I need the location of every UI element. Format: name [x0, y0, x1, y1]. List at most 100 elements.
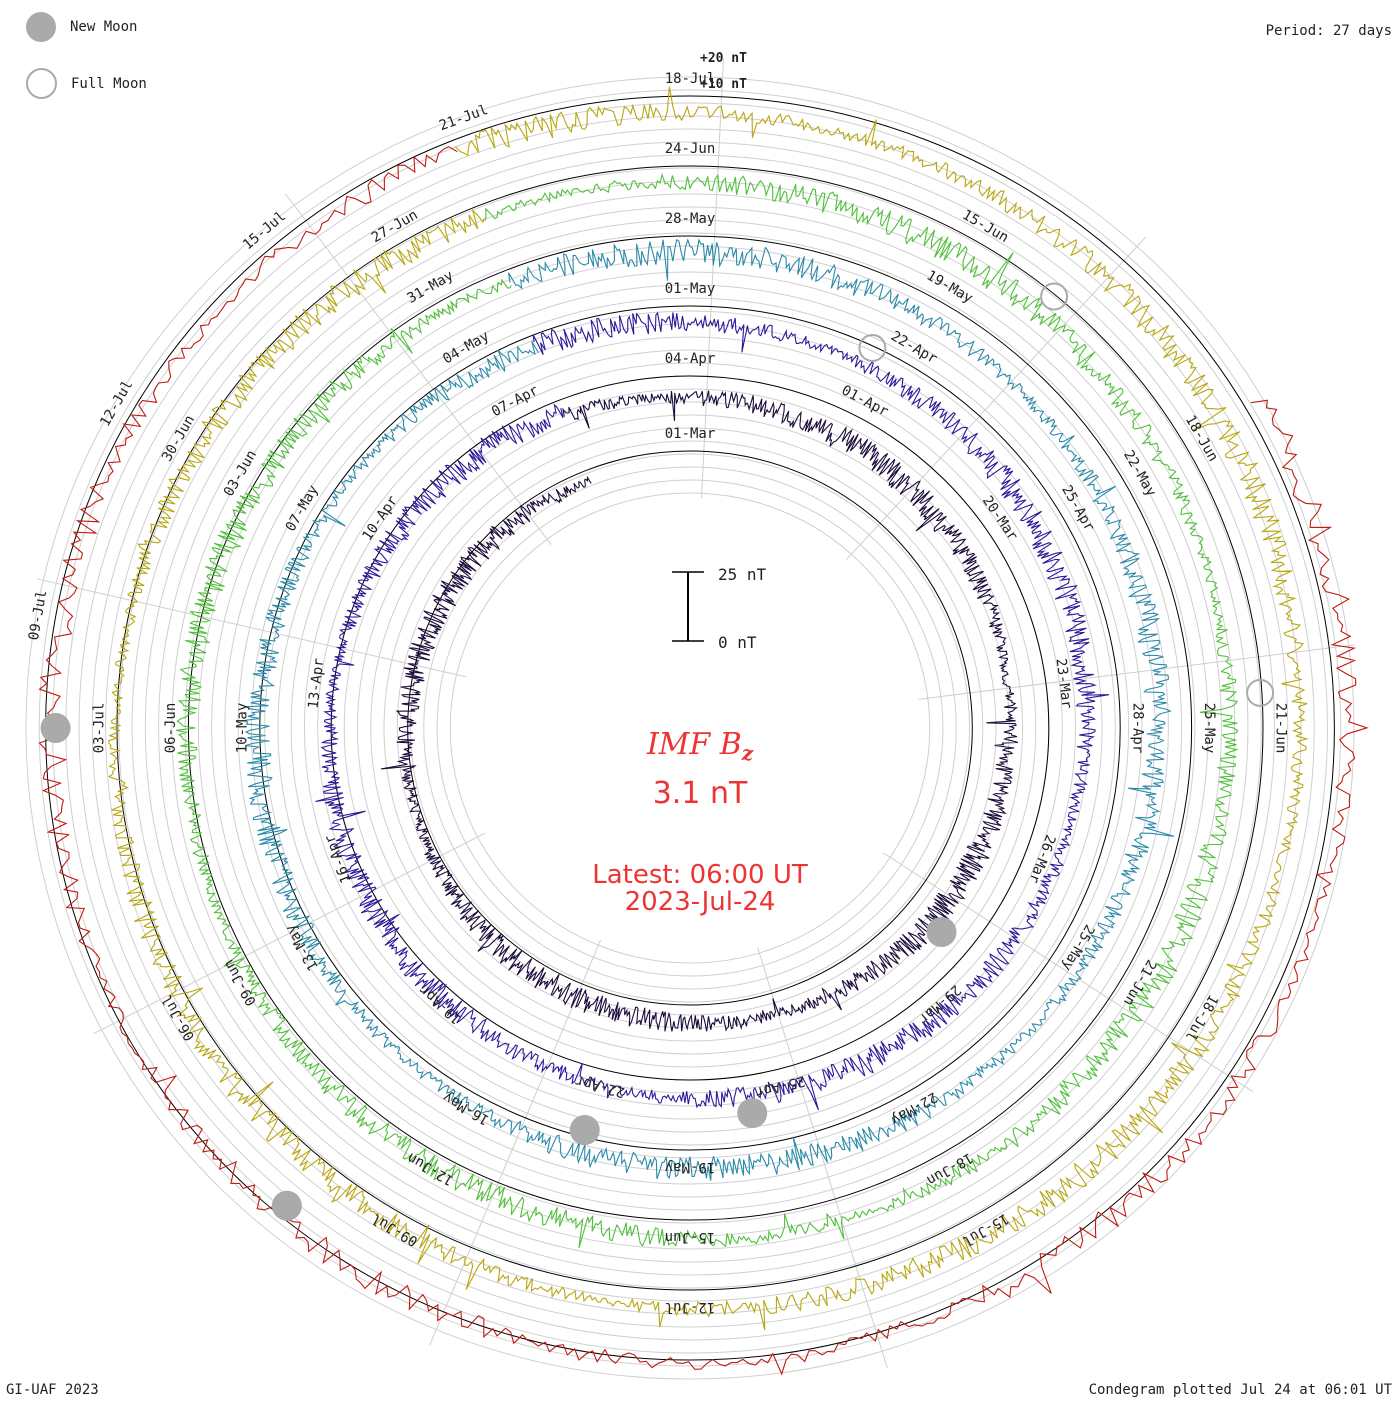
full-moon-marker — [1040, 282, 1069, 311]
date-label: 19-May — [665, 1159, 716, 1175]
date-label: 01-May — [665, 281, 716, 297]
date-label: 28-Apr — [1130, 703, 1146, 754]
grid-ring — [370, 414, 1010, 1042]
parameter-name: IMF Bz — [450, 727, 950, 765]
grid-ring — [105, 154, 1275, 1302]
full-moon-marker — [1246, 678, 1275, 707]
grid-spoke — [846, 236, 1147, 560]
date-label: 12-Jul — [665, 1299, 716, 1315]
grid-ring — [91, 141, 1289, 1315]
grid-ring — [317, 362, 1063, 1094]
legend-new-moon: New Moon — [26, 12, 137, 42]
new-moon-icon — [26, 12, 56, 42]
date-label: 15-Jun — [959, 207, 1011, 246]
zero-level-ring — [330, 375, 1050, 1081]
range-label-20: +20 nT — [700, 51, 747, 66]
parameter-name-text: IMF B — [646, 727, 742, 762]
zero-level-ring — [407, 450, 973, 1006]
new-moon-marker — [737, 1098, 768, 1129]
data-traces — [38, 86, 1369, 1376]
full-moon-label: Full Moon — [71, 75, 147, 92]
grid-spoke — [285, 193, 552, 545]
trace-rotation-5 — [107, 86, 1309, 1331]
grid-ring — [224, 271, 1156, 1185]
grid-ring — [290, 336, 1090, 1120]
date-label: 12-Jul — [97, 378, 136, 430]
grid-ring — [144, 193, 1236, 1263]
latest-time: Latest: 06:00 UT — [592, 860, 808, 890]
grid-spoke — [36, 578, 466, 678]
grid-ring — [184, 232, 1196, 1224]
grid-spoke — [700, 58, 724, 499]
period-label: Period: 27 days — [1265, 23, 1392, 39]
date-label: 10-May — [234, 703, 250, 754]
grid-ring — [356, 401, 1024, 1055]
moon-markers — [40, 282, 1275, 1221]
trace-rotation-4 — [176, 172, 1239, 1249]
grid-ring — [38, 89, 1342, 1367]
grid-spokes — [36, 58, 1355, 1369]
date-label: 18-Jun — [1182, 413, 1221, 465]
date-label: 03-Jul — [92, 703, 108, 754]
date-label: 27-Jun — [369, 207, 421, 246]
grid-ring — [423, 466, 957, 990]
date-label: 15-Jun — [665, 1229, 716, 1245]
grid-ring — [449, 492, 931, 964]
grid-ring — [410, 453, 970, 1003]
date-label: 21-Jun — [1273, 703, 1289, 754]
grid-ring — [118, 167, 1262, 1289]
zero-level-ring — [116, 165, 1264, 1291]
new-moon-marker — [40, 713, 71, 743]
date-label: 28-May — [665, 211, 716, 227]
footer-credit: GI-UAF 2023 — [6, 1382, 99, 1398]
new-moon-marker — [926, 916, 957, 947]
legend-full-moon: Full Moon — [26, 68, 147, 99]
range-label-10: +10 nT — [700, 77, 747, 92]
grid-ring — [25, 76, 1355, 1380]
grid-spoke — [93, 832, 486, 1035]
grid-spoke — [918, 644, 1355, 700]
date-label: 18-Jul — [665, 71, 716, 87]
grid-ring — [131, 180, 1249, 1276]
grid-ring — [264, 310, 1116, 1146]
new-moon-marker — [271, 1190, 302, 1221]
date-label: 30-Jun — [159, 413, 198, 465]
footer-plotted: Condegram plotted Jul 24 at 06:01 UT — [1088, 1382, 1392, 1398]
latest-date: 2023-Jul-24 — [624, 887, 776, 917]
date-label: 23-Mar — [1053, 657, 1075, 709]
date-label: 04-Apr — [665, 351, 716, 367]
date-label: 18-Jul — [1182, 992, 1221, 1044]
trace-rotation-6 — [38, 146, 1369, 1376]
date-label: 25-May — [1201, 703, 1217, 754]
new-moon-label: New Moon — [70, 19, 138, 35]
grid-ring — [396, 440, 984, 1016]
grid-ring — [158, 206, 1222, 1250]
trace-rotation-2 — [315, 311, 1110, 1111]
date-label: 01-Mar — [665, 426, 716, 442]
grid-ring — [211, 258, 1169, 1198]
date-label: 01-Apr — [839, 382, 891, 420]
date-label: 07-Apr — [489, 382, 541, 420]
grid-spoke — [429, 939, 602, 1346]
date-label: 29-Mar — [915, 981, 963, 1026]
parameter-value: 3.1 nT — [652, 776, 748, 811]
trace-rotation-3 — [244, 238, 1175, 1181]
grid-ring — [303, 349, 1077, 1107]
new-moon-marker — [569, 1114, 600, 1145]
grid-spoke — [757, 947, 888, 1369]
full-moon-marker — [858, 333, 887, 362]
date-label: 06-Jun — [163, 703, 179, 754]
zero-level-ring — [187, 235, 1193, 1221]
date-label: 13-Apr — [305, 657, 327, 709]
grid-ring — [343, 388, 1037, 1068]
scale-bar-top-label: 25 nT — [718, 565, 767, 584]
trace-rotation-1 — [380, 390, 1019, 1032]
range-labels: +20 nT +10 nT — [700, 51, 747, 92]
grid-ring — [436, 479, 944, 977]
scale-bar-bottom-label: 0 nT — [718, 633, 757, 652]
grid-ring — [383, 427, 997, 1029]
full-moon-icon — [26, 68, 57, 99]
scale-bar: 25 nT 0 nT — [672, 565, 767, 652]
